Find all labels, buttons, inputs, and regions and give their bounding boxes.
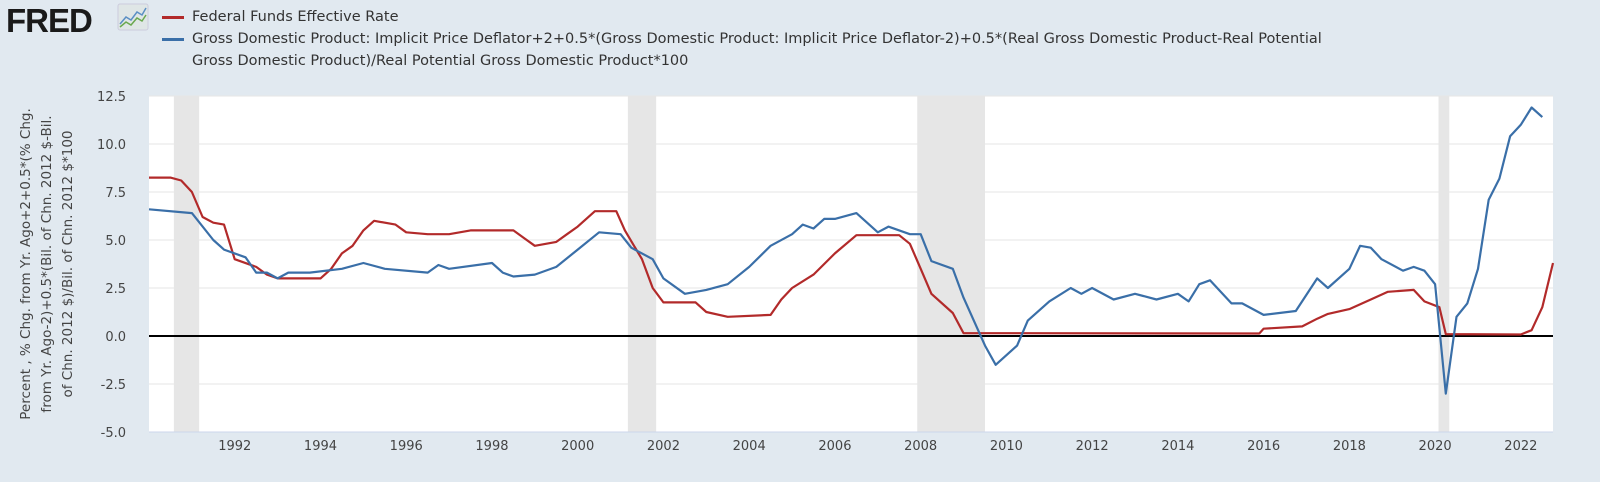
logo-chart-icon [117,3,149,31]
x-tick-label: 2002 [647,439,680,454]
x-tick-label: 2004 [733,439,766,454]
x-tick-label: 2018 [1333,439,1366,454]
logo-text: FRED [6,2,93,39]
legend-item-fedfunds[interactable]: Federal Funds Effective Rate [162,6,1322,28]
x-tick-label: 2000 [561,439,594,454]
x-tick-label: 2008 [904,439,937,454]
fred-logo: FRED [6,2,93,40]
y-tick-label: 12.5 [97,90,126,105]
x-tick-label: 2016 [1247,439,1280,454]
recession-band [627,96,657,432]
legend-item-gdp-formula[interactable]: Gross Domestic Product: Implicit Price D… [162,28,1322,72]
legend: Federal Funds Effective Rate Gross Domes… [162,6,1322,72]
recession-band [173,96,200,432]
x-tick-label: 2022 [1504,439,1537,454]
x-tick-label: 1996 [390,439,423,454]
legend-swatch [162,38,184,41]
y-tick-label: 2.5 [105,282,126,297]
x-tick-label: 1992 [218,439,251,454]
x-tick-label: 2020 [1419,439,1452,454]
x-tick-label: 2006 [818,439,851,454]
x-tick-label: 2012 [1076,439,1109,454]
recession-band [917,96,985,432]
legend-label: Gross Domestic Product: Implicit Price D… [192,31,1322,69]
series-line-1 [148,106,1544,395]
x-tick-label: 1994 [304,439,337,454]
series-line-0 [149,176,1555,336]
legend-label: Federal Funds Effective Rate [192,9,399,25]
legend-swatch [162,16,184,19]
y-tick-label: -2.5 [101,378,126,393]
y-tick-label: 10.0 [97,138,126,153]
y-axis-label: of Chn. 2012 $)/Bil. of Chn. 2012 $*100 [60,130,76,397]
x-tick-label: 2014 [1161,439,1194,454]
x-tick-label: 1998 [475,439,508,454]
y-tick-label: 5.0 [105,234,126,249]
y-tick-label: -5.0 [101,426,126,441]
y-tick-label: 0.0 [105,330,126,345]
y-axis-label: from Yr. Ago-2)+0.5*(Bil. of Chn. 2012 $… [39,115,55,412]
y-axis-label: Percent , % Chg. from Yr. Ago+2+0.5*(% C… [18,108,34,420]
plot-area [149,96,1553,432]
y-tick-label: 7.5 [105,186,126,201]
recession-band [1438,96,1450,432]
x-tick-label: 2010 [990,439,1023,454]
